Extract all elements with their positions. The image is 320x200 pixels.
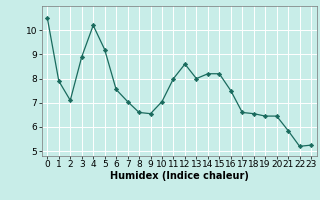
X-axis label: Humidex (Indice chaleur): Humidex (Indice chaleur): [110, 171, 249, 181]
